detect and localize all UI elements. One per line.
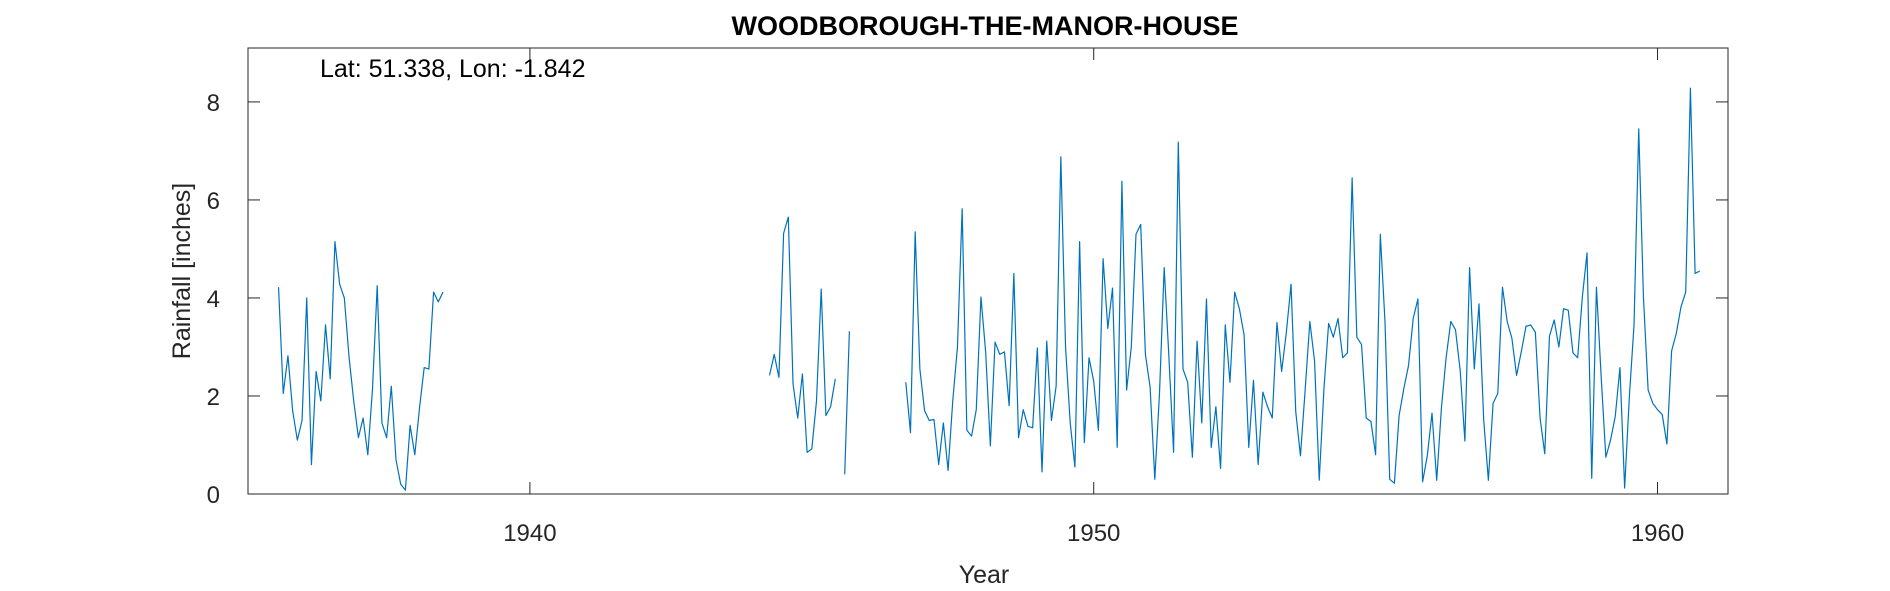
plot-frame (247, 47, 1729, 495)
series-group (277, 87, 1701, 491)
y-tick-label: 2 (207, 384, 220, 411)
x-axis-label: Year (959, 561, 1010, 589)
y-axis: 0 2 4 6 8 (207, 90, 1728, 509)
y-axis-label: Rainfall [inches] (168, 183, 196, 359)
x-tick-label: 1960 (1631, 520, 1684, 547)
y-tick-label: 6 (207, 188, 220, 215)
y-tick-label: 0 (207, 482, 220, 509)
series-line-segment (768, 216, 836, 453)
series-line-segment (277, 240, 444, 491)
x-tick-label: 1940 (503, 520, 556, 547)
y-tick-label: 8 (207, 90, 220, 117)
series-line-segment (905, 87, 1701, 489)
y-tick-label: 4 (207, 286, 220, 313)
chart-title: WOODBOROUGH-THE-MANOR-HOUSE (732, 11, 1239, 41)
x-tick-label: 1950 (1067, 520, 1120, 547)
series-line-segment (844, 331, 850, 475)
x-axis: 1940 1950 1960 (503, 48, 1684, 547)
station-coordinates-annotation: Lat: 51.338, Lon: -1.842 (320, 55, 586, 83)
